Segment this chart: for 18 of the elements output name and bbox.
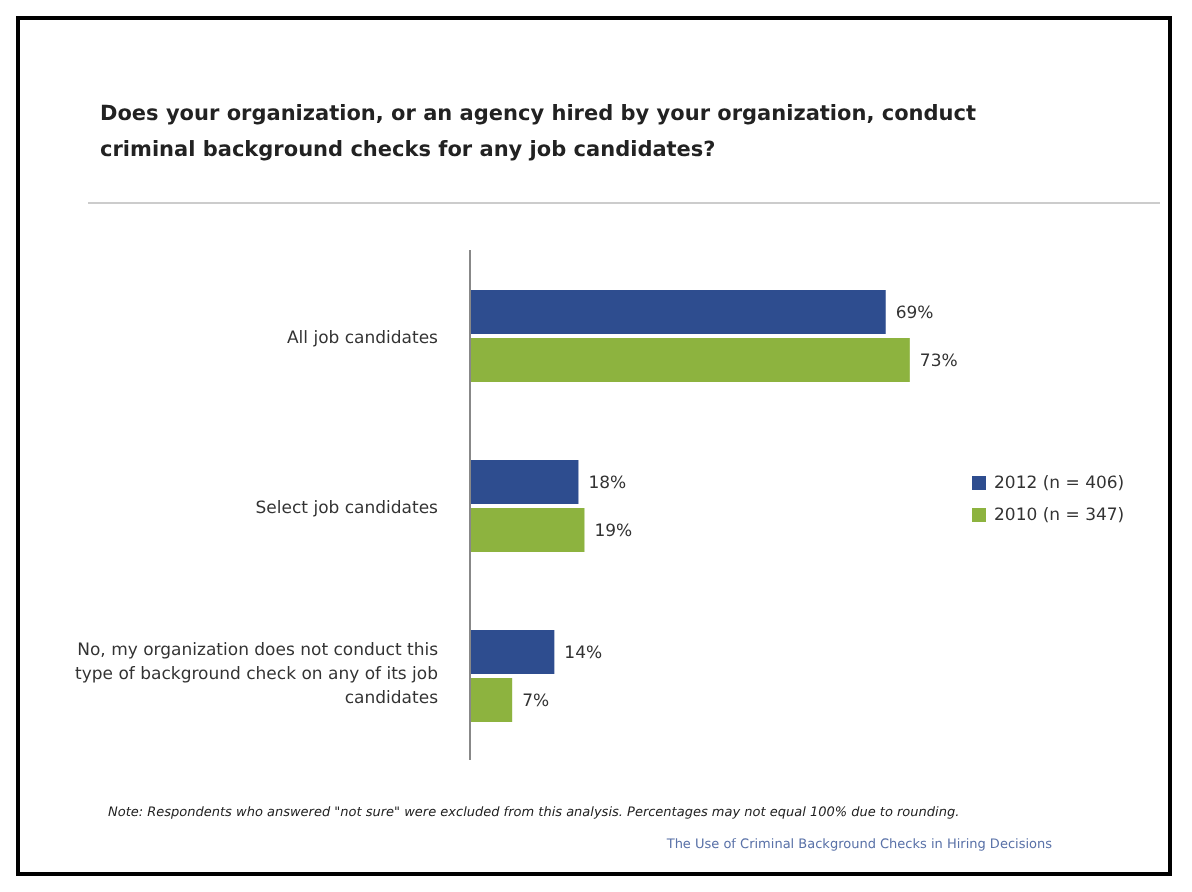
y-tick-label: Select job candidates (255, 499, 440, 519)
bar (470, 338, 910, 382)
chart-title: Does your organization, or an agency hired by your organization, conduct criminal background checks for any job candidates? (100, 100, 979, 166)
data-label: 73% (919, 352, 958, 373)
bar (470, 460, 579, 504)
y-tick-label: No, my organization does not conduct this type of background check on any of its job candidates (75, 641, 440, 709)
bar (470, 508, 585, 552)
data-label: 7% (522, 692, 550, 713)
bar (470, 290, 886, 334)
legend-label: 2012 (n = 406) (992, 473, 1127, 493)
bar (470, 678, 513, 722)
bar (470, 630, 555, 674)
data-label: 19% (594, 522, 633, 543)
data-label: 18% (588, 474, 627, 495)
data-label: 14% (564, 644, 603, 665)
y-tick-label: All job candidates (286, 329, 440, 349)
legend-label: 2010 (n = 347) (992, 505, 1127, 525)
data-label: 69% (895, 304, 934, 325)
